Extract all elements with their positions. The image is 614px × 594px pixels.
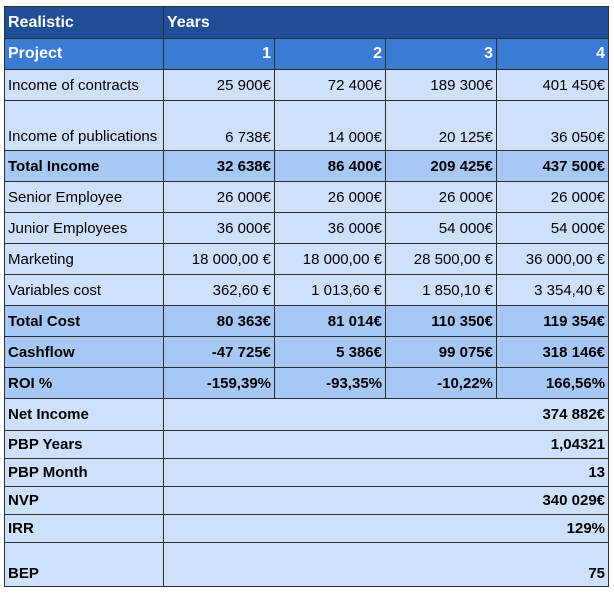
year-4-header: 4: [495, 38, 610, 70]
row-label: Income of publications: [4, 100, 164, 151]
row-label: Marketing: [4, 243, 164, 275]
header-row: Realistic Years: [4, 6, 610, 39]
cell: 189 300€: [385, 69, 497, 101]
cell: 166,56%: [495, 367, 610, 399]
cell: 72 400€: [274, 69, 386, 101]
row-label: ROI %: [4, 367, 164, 399]
summary-value: 75: [162, 542, 610, 587]
cell: 54 000€: [495, 212, 610, 244]
cell: 18 000,00 €: [274, 243, 386, 275]
cell: 36 000€: [163, 212, 275, 244]
cell: 26 000€: [163, 181, 275, 213]
summary-label: NVP: [4, 486, 164, 515]
year-3-header: 3: [385, 38, 497, 70]
summary-value: 1,04321: [162, 430, 610, 459]
table-row-junior-employees: Junior Employees 36 000€ 36 000€ 54 000€…: [4, 212, 610, 244]
summary-value: 340 029€: [162, 486, 610, 515]
row-label: Total Income: [4, 150, 164, 182]
cell: 14 000€: [274, 100, 386, 151]
scenario-label: Realistic: [4, 6, 164, 39]
cell: 119 354€: [495, 305, 610, 337]
cell: 5 386€: [274, 336, 386, 368]
table-row-marketing: Marketing 18 000,00 € 18 000,00 € 28 500…: [4, 243, 610, 275]
summary-label: PBP Years: [4, 430, 164, 459]
row-label: Junior Employees: [4, 212, 164, 244]
project-label: Project: [4, 38, 164, 70]
cell: 110 350€: [385, 305, 497, 337]
cell: 18 000,00 €: [163, 243, 275, 275]
table-row-cashflow: Cashflow -47 725€ 5 386€ 99 075€ 318 146…: [4, 336, 610, 368]
cell: 26 000€: [495, 181, 610, 213]
summary-label: IRR: [4, 514, 164, 543]
cell: 362,60 €: [163, 274, 275, 306]
table-row-senior-employee: Senior Employee 26 000€ 26 000€ 26 000€ …: [4, 181, 610, 213]
cell: 32 638€: [163, 150, 275, 182]
row-label: Variables cost: [4, 274, 164, 306]
summary-label: Net Income: [4, 398, 164, 431]
table-row-total-cost: Total Cost 80 363€ 81 014€ 110 350€ 119 …: [4, 305, 610, 337]
cell: 26 000€: [385, 181, 497, 213]
cell: 25 900€: [163, 69, 275, 101]
summary-row-bep: BEP 75: [4, 542, 610, 587]
summary-label: BEP: [4, 542, 164, 587]
summary-row-pbp-month: PBP Month 13: [4, 458, 610, 487]
cell: -93,35%: [274, 367, 386, 399]
cell: 80 363€: [163, 305, 275, 337]
summary-value: 129%: [162, 514, 610, 543]
summary-row-irr: IRR 129%: [4, 514, 610, 543]
cell: 318 146€: [495, 336, 610, 368]
cell: 28 500,00 €: [385, 243, 497, 275]
table-row-income-contracts: Income of contracts 25 900€ 72 400€ 189 …: [4, 69, 610, 101]
cell: 20 125€: [385, 100, 497, 151]
cell: 26 000€: [274, 181, 386, 213]
cell: 81 014€: [274, 305, 386, 337]
row-label: Income of contracts: [4, 69, 164, 101]
table-row-variables-cost: Variables cost 362,60 € 1 013,60 € 1 850…: [4, 274, 610, 306]
summary-value: 13: [162, 458, 610, 487]
cell: 86 400€: [274, 150, 386, 182]
summary-row-pbp-years: PBP Years 1,04321: [4, 430, 610, 459]
cell: 99 075€: [385, 336, 497, 368]
year-2-header: 2: [274, 38, 386, 70]
cell: 1 850,10 €: [385, 274, 497, 306]
cell: 209 425€: [385, 150, 497, 182]
cell: 437 500€: [495, 150, 610, 182]
financial-table: Realistic Years Project 1 2 3 4 Income o…: [4, 6, 610, 588]
spreadsheet-grid: Realistic Years Project 1 2 3 4 Income o…: [4, 6, 610, 587]
project-row: Project 1 2 3 4: [4, 38, 610, 70]
table-row-income-publications: Income of publications 6 738€ 14 000€ 20…: [4, 100, 610, 151]
cell: 36 050€: [495, 100, 610, 151]
cell: 401 450€: [495, 69, 610, 101]
cell: 1 013,60 €: [274, 274, 386, 306]
summary-label: PBP Month: [4, 458, 164, 487]
cell: -47 725€: [163, 336, 275, 368]
cell: -10,22%: [385, 367, 497, 399]
cell: 36 000,00 €: [495, 243, 610, 275]
row-label: Senior Employee: [4, 181, 164, 213]
years-label: Years: [162, 6, 610, 39]
row-label: Cashflow: [4, 336, 164, 368]
table-row-total-income: Total Income 32 638€ 86 400€ 209 425€ 43…: [4, 150, 610, 182]
year-1-header: 1: [163, 38, 275, 70]
summary-row-nvp: NVP 340 029€: [4, 486, 610, 515]
table-row-roi: ROI % -159,39% -93,35% -10,22% 166,56%: [4, 367, 610, 399]
summary-value: 374 882€: [162, 398, 610, 431]
cell: -159,39%: [163, 367, 275, 399]
cell: 3 354,40 €: [495, 274, 610, 306]
cell: 6 738€: [163, 100, 275, 151]
row-label: Total Cost: [4, 305, 164, 337]
summary-row-net-income: Net Income 374 882€: [4, 398, 610, 431]
cell: 54 000€: [385, 212, 497, 244]
cell: 36 000€: [274, 212, 386, 244]
